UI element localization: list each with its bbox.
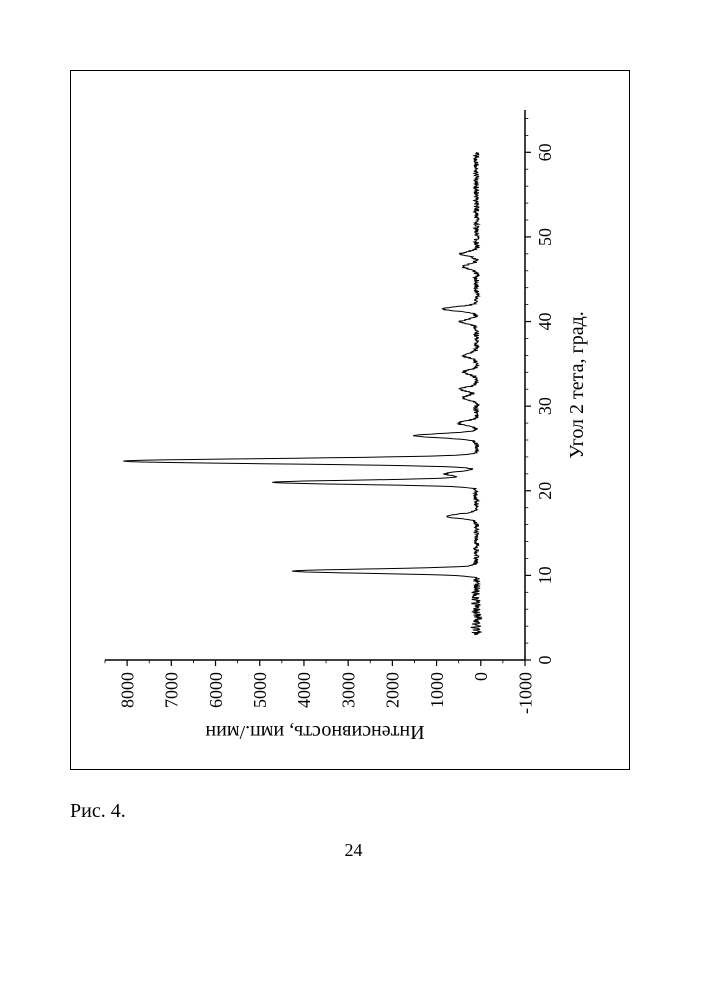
svg-text:2000: 2000 (383, 672, 403, 708)
svg-text:60: 60 (535, 143, 555, 161)
svg-text:50: 50 (535, 228, 555, 246)
svg-text:0: 0 (535, 656, 555, 665)
svg-text:10: 10 (535, 566, 555, 584)
svg-text:3000: 3000 (338, 672, 358, 708)
svg-text:4000: 4000 (294, 672, 314, 708)
svg-text:6000: 6000 (206, 672, 226, 708)
svg-text:Интенсивность, имп./мин: Интенсивность, имп./мин (205, 721, 424, 743)
svg-text:-1000: -1000 (515, 672, 535, 714)
svg-text:20: 20 (535, 482, 555, 500)
svg-text:5000: 5000 (250, 672, 270, 708)
figure-frame: 0102030405060-10000100020003000400050006… (70, 70, 630, 770)
xrd-chart: 0102030405060-10000100020003000400050006… (90, 90, 610, 750)
svg-text:8000: 8000 (117, 672, 137, 708)
svg-text:30: 30 (535, 397, 555, 415)
page: 0102030405060-10000100020003000400050006… (0, 0, 707, 1000)
svg-text:40: 40 (535, 313, 555, 331)
svg-text:1000: 1000 (427, 672, 447, 708)
svg-text:7000: 7000 (162, 672, 182, 708)
svg-text:0: 0 (471, 672, 491, 681)
chart-container: 0102030405060-10000100020003000400050006… (90, 90, 610, 750)
figure-caption: Рис. 4. (70, 800, 126, 823)
page-number: 24 (0, 840, 707, 861)
svg-text:Угол 2 тета, град.: Угол 2 тета, град. (566, 311, 588, 459)
